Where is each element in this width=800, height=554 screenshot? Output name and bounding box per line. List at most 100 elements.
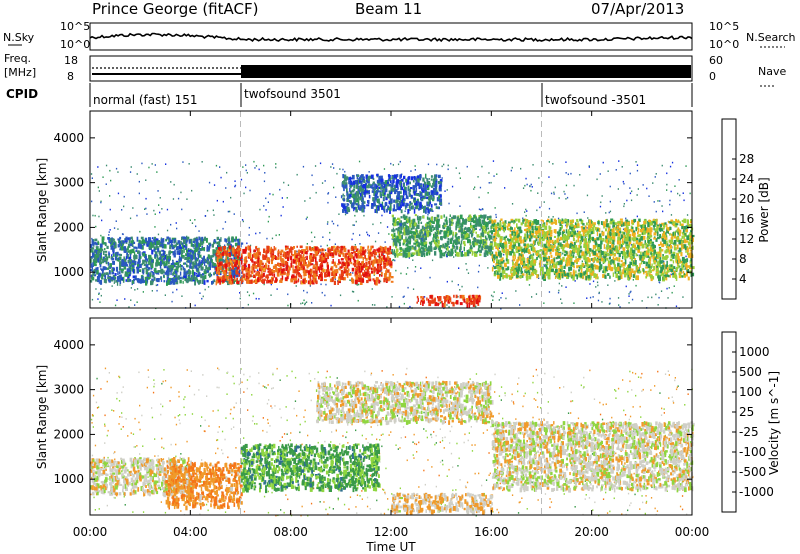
data-cell (669, 199, 671, 202)
data-cell (352, 232, 354, 235)
data-cell (420, 246, 423, 250)
data-cell (371, 263, 375, 268)
data-cell (278, 268, 281, 271)
data-cell (665, 237, 668, 240)
data-cell (585, 225, 587, 229)
data-cell (158, 250, 161, 254)
data-cell (614, 222, 617, 226)
data-cell (233, 275, 236, 278)
data-cell (537, 231, 540, 234)
data-cell (353, 224, 355, 226)
data-cell (384, 246, 387, 251)
data-cell (234, 242, 238, 247)
data-cell (653, 201, 655, 203)
data-cell (130, 267, 132, 271)
data-cell (565, 161, 567, 163)
data-cell (200, 274, 203, 279)
data-cell (180, 241, 182, 245)
data-cell (109, 266, 111, 269)
data-cell (307, 270, 311, 275)
data-cell (262, 272, 265, 277)
data-cell (194, 253, 197, 258)
data-cell (559, 232, 562, 235)
data-cell (385, 251, 389, 254)
data-cell (97, 241, 100, 245)
data-cell (524, 228, 527, 231)
nsearch-hi: 10^5 (709, 20, 739, 33)
data-cell (284, 254, 287, 260)
data-cell (349, 258, 352, 263)
data-cell (190, 271, 192, 275)
data-cell (210, 256, 213, 262)
data-cell (235, 270, 239, 275)
data-cell (257, 257, 260, 263)
data-cell (130, 240, 134, 245)
data-cell (286, 262, 289, 266)
data-cell (367, 233, 369, 236)
data-cell (217, 247, 219, 250)
data-cell (233, 238, 237, 242)
data-cell (306, 216, 308, 219)
data-cell (393, 249, 395, 252)
data-cell (537, 192, 539, 194)
data-cell (202, 275, 205, 281)
data-cell (304, 251, 308, 255)
data-cell (609, 297, 611, 300)
data-cell (160, 268, 164, 274)
data-cell (413, 234, 416, 239)
data-cell (519, 239, 523, 244)
data-cell (303, 299, 305, 302)
data-cell (450, 237, 453, 241)
data-cell (590, 263, 594, 268)
data-cell (368, 256, 370, 260)
data-cell (148, 244, 151, 250)
data-cell (212, 280, 214, 284)
data-cell (658, 237, 660, 240)
data-cell (456, 224, 458, 229)
data-cell (137, 258, 141, 264)
data-cell (359, 253, 363, 259)
data-cell (475, 224, 478, 228)
data-cell (194, 245, 197, 251)
data-cell (525, 270, 529, 275)
data-cell (131, 260, 135, 263)
data-cell (134, 275, 137, 280)
data-cell (174, 249, 176, 255)
data-cell (463, 246, 465, 252)
data-cell (263, 268, 266, 272)
data-cell (355, 248, 359, 252)
data-cell (163, 257, 166, 261)
data-cell (392, 242, 395, 247)
nsearch-lo: 10^0 (709, 38, 739, 51)
data-cell (555, 219, 558, 225)
data-cell (208, 181, 211, 184)
data-cell (257, 248, 260, 253)
data-cell (490, 253, 493, 256)
data-cell (685, 240, 689, 243)
data-cell (213, 184, 216, 186)
data-cell (280, 214, 282, 217)
data-cell (424, 235, 427, 241)
data-cell (127, 250, 130, 253)
data-cell (425, 227, 428, 231)
data-cell (440, 300, 443, 304)
data-cell (557, 232, 561, 237)
data-cell (524, 233, 527, 237)
data-cell (146, 278, 149, 283)
data-cell (358, 283, 360, 286)
data-cell (577, 237, 579, 243)
data-cell (369, 263, 371, 266)
data-cell (255, 246, 257, 249)
data-cell (552, 241, 555, 246)
data-cell (672, 273, 675, 278)
data-cell (379, 259, 382, 264)
data-cell (230, 196, 232, 199)
data-cell (285, 261, 287, 266)
data-cell (282, 206, 284, 208)
data-cell (166, 256, 169, 260)
data-cell (267, 201, 269, 203)
data-cell (596, 178, 598, 181)
data-cell (258, 263, 262, 269)
data-cell (92, 259, 95, 263)
data-cell (217, 255, 220, 258)
